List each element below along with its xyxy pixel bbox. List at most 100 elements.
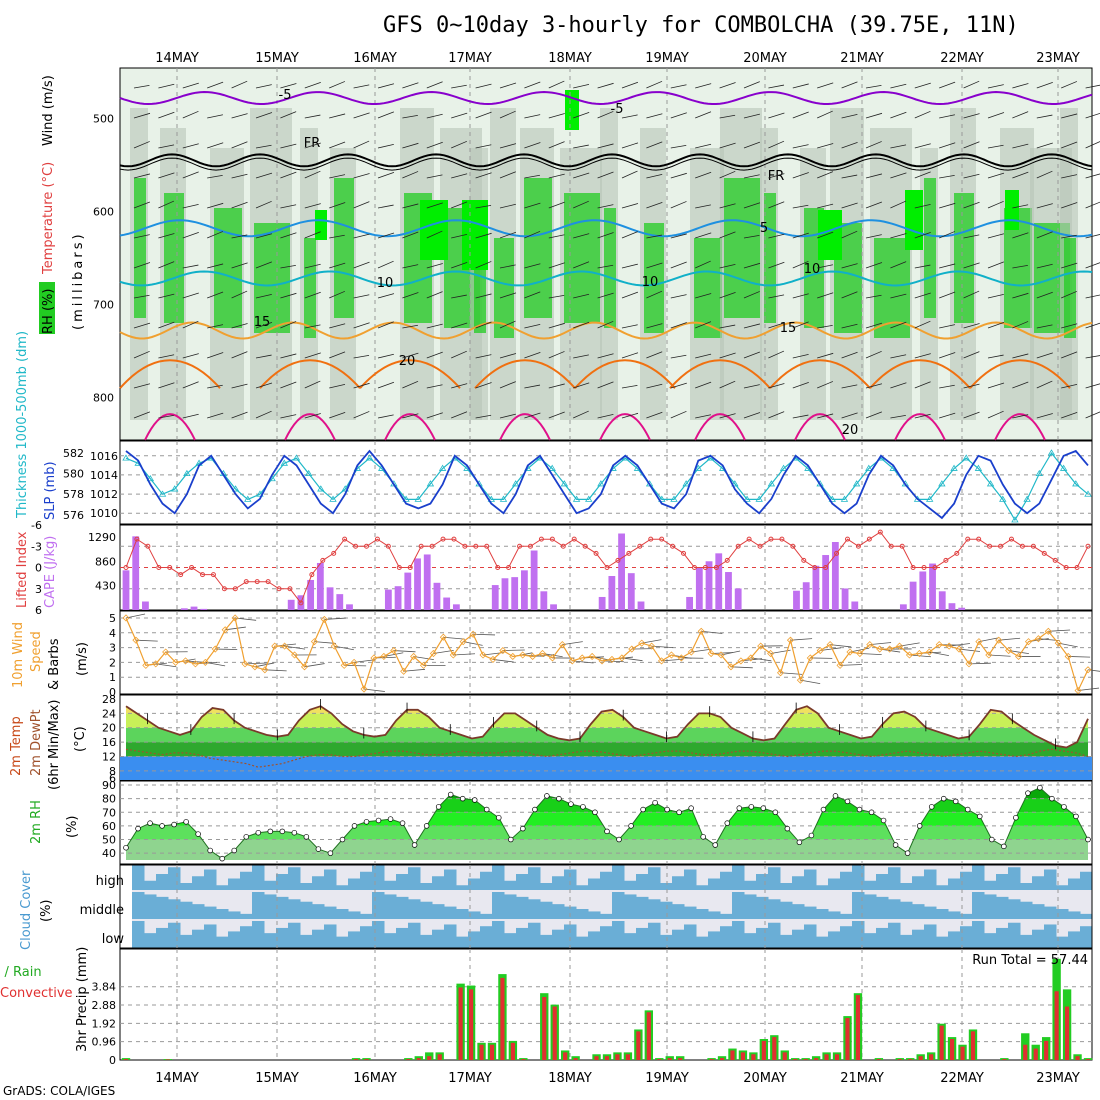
wind-barb <box>499 353 517 359</box>
cape-bar <box>686 596 693 610</box>
y-tick-label: 24 <box>102 707 116 720</box>
precip-conv-bar <box>552 1006 557 1060</box>
lifted-index-marker <box>320 557 326 563</box>
precip-conv-bar <box>625 1054 631 1060</box>
cloud-bar <box>396 927 409 948</box>
thickness-marker <box>1023 495 1031 502</box>
cloud-bar <box>852 892 865 919</box>
thickness-marker <box>828 495 836 502</box>
precip-conv-bar <box>761 1040 766 1060</box>
wind-barb <box>451 112 468 119</box>
cloud-bar <box>864 880 877 890</box>
cloud-bar <box>204 924 217 948</box>
wind-speed-marker <box>439 633 447 641</box>
wind-barb <box>255 172 273 179</box>
wind-barb-10m <box>959 648 981 652</box>
temp2m-label: 2m Temp <box>9 716 24 776</box>
cloud-cover-label: Cloud Cover <box>19 870 34 950</box>
cloud-bar <box>924 906 937 919</box>
wind-barb <box>255 354 272 359</box>
wind-barb <box>353 411 370 419</box>
precip-conv-bar <box>510 1042 515 1060</box>
cape-bar <box>705 561 713 610</box>
y-tick-label: 70 <box>102 806 116 819</box>
wind-barb-10m <box>354 659 375 663</box>
wind-barb-10m <box>978 637 999 643</box>
contour-freezing-2 <box>119 157 1093 171</box>
wind-barb <box>865 294 882 299</box>
rh-marker <box>748 804 755 810</box>
cloud-bar <box>324 906 337 919</box>
wind-barb <box>914 82 931 89</box>
lifted-index-label: Lifted Index <box>15 531 30 608</box>
wind-barb <box>670 233 687 239</box>
wind-barb <box>255 410 272 419</box>
wind-barb <box>207 352 224 359</box>
wind-barb <box>1036 324 1053 329</box>
y-tick-label: 60 <box>102 820 116 833</box>
rh-marker <box>688 805 694 811</box>
cloud-bar <box>696 936 709 948</box>
wind-barb <box>670 382 687 389</box>
wind-barb <box>939 324 956 329</box>
wind-barb <box>182 353 199 359</box>
wind-barb <box>304 291 321 299</box>
cloud-bar <box>900 934 913 948</box>
cloud-bar <box>768 867 781 890</box>
wind-barb <box>304 324 321 329</box>
wind-barb <box>255 382 273 389</box>
wind-barb <box>1012 414 1029 419</box>
thickness-marker <box>487 495 496 502</box>
wind-barb <box>1061 290 1078 299</box>
wind-barb <box>621 385 638 389</box>
wind-speed-marker <box>598 657 606 665</box>
cape-bar <box>414 558 421 610</box>
bottom-date-label: 16MAY <box>353 1071 397 1086</box>
cloud-bar <box>780 883 793 890</box>
wind-barb <box>548 80 565 89</box>
cloud-bar <box>264 933 277 948</box>
wind-barb <box>1061 234 1077 239</box>
thickness-marker <box>414 495 422 502</box>
wind-speed-marker <box>638 639 646 647</box>
cape-bar <box>899 604 907 610</box>
wind-barb <box>1012 381 1029 389</box>
wind-barb-10m <box>413 656 434 660</box>
contour-label: 15 <box>254 315 271 330</box>
wind-barb <box>1061 351 1078 359</box>
thickness-marker <box>511 480 520 487</box>
wind-speed-marker <box>181 657 190 665</box>
cloud-bar <box>492 892 505 919</box>
wind-barb <box>402 380 419 389</box>
wind-barb <box>377 172 395 179</box>
y-tick-label: -6 <box>31 519 42 532</box>
wind-barb <box>158 261 175 269</box>
precip-conv-bar <box>1064 1006 1070 1060</box>
bottom-date-label: 15MAY <box>255 1071 299 1086</box>
wind-speed-marker <box>836 661 844 669</box>
wind-barb <box>1036 380 1053 389</box>
thickness-marker <box>499 495 508 502</box>
wind-barb <box>158 354 175 359</box>
wind-barb <box>426 230 443 239</box>
rh-marker <box>904 850 911 856</box>
wind-barb <box>963 80 980 89</box>
wind-barb <box>695 171 712 179</box>
precip-conv-bar <box>123 1059 129 1060</box>
y-tick-label: 80 <box>102 793 116 806</box>
wind-barb <box>1085 141 1100 149</box>
y-tick-label: 50 <box>102 834 116 847</box>
cloud-bar <box>684 924 697 948</box>
cloud-bar <box>288 867 301 890</box>
wind-barb-10m <box>899 642 920 647</box>
wind-barb <box>939 412 956 419</box>
wind-speed-marker <box>707 649 715 658</box>
wind-barb <box>524 142 541 149</box>
wind-barb <box>939 231 956 239</box>
wind-barb <box>1012 111 1029 119</box>
wind-barb-10m <box>433 649 454 654</box>
rh-marker <box>147 820 153 826</box>
lifted-index-marker <box>845 536 850 542</box>
cape-bar <box>501 578 509 610</box>
wind-speed-marker <box>479 651 487 659</box>
